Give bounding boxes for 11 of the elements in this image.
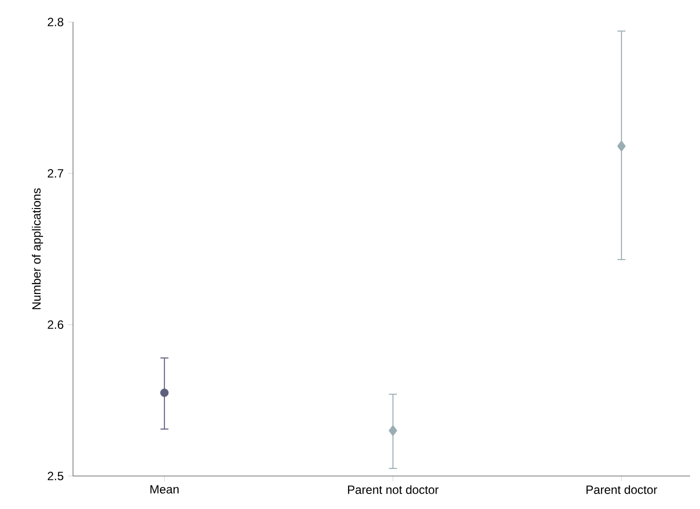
y-tick-label: 2.5 — [48, 472, 64, 480]
x-tick-label: Parent not doctor — [348, 485, 439, 494]
y-tick-label: 2.6 — [48, 320, 64, 329]
y-tick-label: 2.8 — [48, 18, 64, 26]
x-tick-label: Parent doctor — [586, 485, 658, 494]
point — [160, 388, 169, 397]
point — [617, 140, 626, 152]
x-tick-label: Mean — [150, 485, 179, 494]
y-axis-title: Number of applications — [32, 188, 44, 310]
y-tick-label: 2.7 — [48, 169, 64, 178]
point — [388, 424, 398, 436]
